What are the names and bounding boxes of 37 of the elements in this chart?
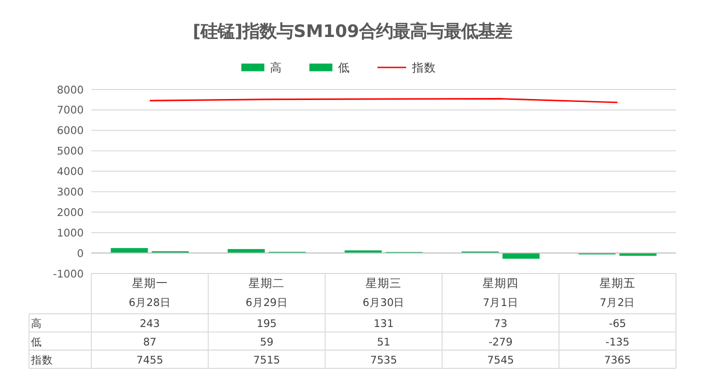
data-label: -65 [608,318,626,330]
y-tick-label: 4000 [56,166,84,178]
chart-title: [硅锰]指数与SM109合约最高与最低基差 [192,22,512,42]
x-tick-label: 星期五 7月2日 [600,276,636,310]
data-label: 243 [140,318,160,330]
y-tick-label: 3000 [56,186,84,199]
data-label: 195 [256,318,277,330]
y-tick-label: 7000 [56,104,84,117]
data-label: 7365 [604,354,631,367]
y-tick-label: -1000 [53,268,84,280]
x-tick-label: 星期一 6月28日 [128,276,171,310]
legend-label: 低 [338,60,350,74]
text: 高 [30,318,42,330]
x-tick-label: 星期三 6月30日 [362,276,405,310]
x-tick-label: 星期二 6月29日 [246,276,288,310]
y-tick-label: 0 [76,248,84,260]
text: 低 [30,336,42,348]
data-label: 7455 [136,354,164,367]
data-label: -135 [606,336,630,348]
data-label: -279 [488,336,513,348]
legend-label: 指数 [410,60,436,74]
y-tick-label: 6000 [56,125,84,138]
data-label: 87 [143,336,156,348]
data-label: 7535 [370,354,398,367]
y-tick-label: 1000 [56,227,84,240]
y-tick-label: 5000 [56,146,84,158]
data-label: 51 [376,336,390,348]
y-tick-label: 2000 [56,206,84,219]
y-tick-label: 8000 [56,84,84,96]
legend-label: 高 [270,60,282,74]
text: 指数 [30,354,53,367]
data-label: 131 [374,318,394,330]
x-tick-label: 星期四 7月1日 [482,276,519,310]
data-label: 73 [494,318,508,330]
data-label: 59 [260,336,274,348]
data-label: 7515 [253,354,280,367]
data-label: 7545 [487,354,514,367]
